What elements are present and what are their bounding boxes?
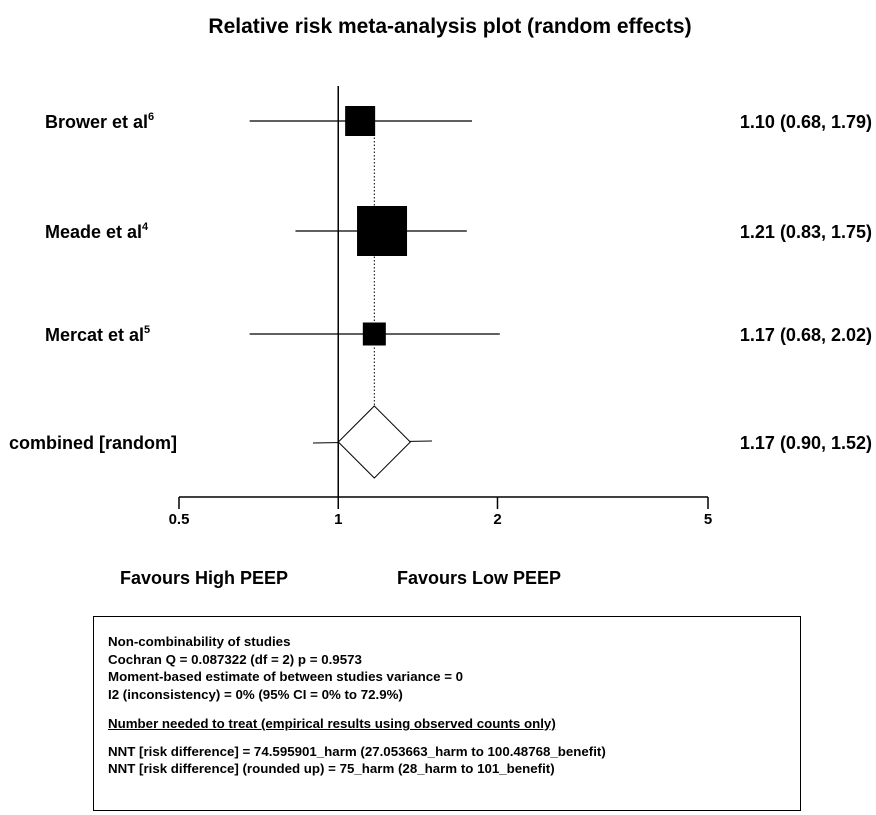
study-label: Mercat et al5 (45, 324, 150, 345)
study-ci-text: 1.17 (0.68, 2.02) (740, 325, 872, 345)
study-ci-text: 1.10 (0.68, 1.79) (740, 112, 872, 132)
combined-label: combined [random] (9, 433, 177, 453)
cochran-q-text: Cochran Q = 0.087322 (df = 2) p = 0.9573 (108, 651, 362, 667)
study-row: Meade et al4 1.21 (0.83, 1.75) (45, 206, 872, 256)
study-reference-superscript: 4 (142, 221, 149, 233)
forest-plot: Relative risk meta-analysis plot (random… (9, 15, 872, 528)
effect-size-box (362, 322, 386, 346)
study-reference-superscript: 5 (144, 324, 150, 336)
nnt-rounded-text: NNT [risk difference] (rounded up) = 75_… (108, 761, 555, 776)
nnt-title: Number needed to treat (empirical result… (108, 716, 556, 731)
x-tick-label: 2 (493, 511, 501, 528)
study-label: Brower et al6 (45, 111, 154, 132)
study-row: Mercat et al5 1.17 (0.68, 2.02) (45, 322, 872, 346)
study-ci-text: 1.21 (0.83, 1.75) (740, 222, 872, 242)
x-tick-label: 0.5 (169, 511, 190, 528)
combined-ci-text: 1.17 (0.90, 1.52) (740, 433, 872, 453)
study-label: Meade et al4 (45, 221, 149, 242)
favours-high-peep-label: Favours High PEEP (120, 568, 289, 588)
chart-title: Relative risk meta-analysis plot (random… (208, 15, 691, 38)
study-reference-superscript: 6 (148, 111, 154, 123)
nnt-risk-difference-text: NNT [risk difference] = 74.595901_harm (… (108, 743, 606, 759)
heterogeneity-title: Non-combinability of studies (108, 634, 291, 649)
study-row: Brower et al6 1.10 (0.68, 1.79) (45, 106, 872, 136)
x-tick-label: 1 (334, 511, 342, 528)
effect-size-box (357, 206, 408, 256)
x-tick-label: 5 (704, 511, 712, 528)
combined-diamond (337, 405, 412, 479)
favours-low-peep-label: Favours Low PEEP (397, 568, 562, 588)
moment-estimate-text: Moment-based estimate of between studies… (108, 669, 464, 684)
i2-inconsistency-text: I2 (inconsistency) = 0% (95% CI = 0% to … (108, 686, 403, 702)
heterogeneity-stats-box: Non-combinability of studies Cochran Q =… (93, 616, 801, 811)
effect-size-box (345, 106, 376, 136)
